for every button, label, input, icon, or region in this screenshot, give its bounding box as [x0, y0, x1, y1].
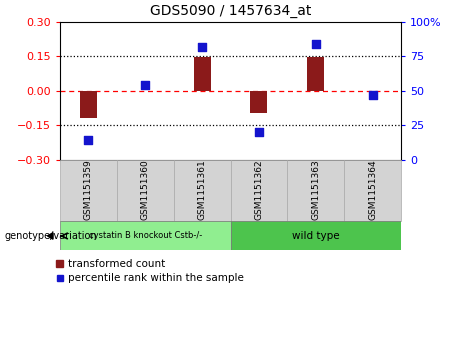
Bar	[60, 160, 117, 221]
Legend: transformed count, percentile rank within the sample: transformed count, percentile rank withi…	[56, 259, 244, 284]
Bar	[117, 160, 174, 221]
Bar	[230, 221, 401, 250]
Bar	[344, 160, 401, 221]
Text: GSM1151364: GSM1151364	[368, 159, 377, 220]
Bar	[250, 91, 267, 113]
Text: cystatin B knockout Cstb-/-: cystatin B knockout Cstb-/-	[89, 232, 202, 240]
Point	[255, 129, 263, 135]
Point	[198, 44, 206, 49]
Bar	[174, 160, 230, 221]
Text: GSM1151363: GSM1151363	[311, 159, 320, 220]
Point	[312, 41, 319, 47]
Point	[142, 82, 149, 88]
Bar	[80, 91, 97, 118]
Text: wild type: wild type	[292, 231, 340, 241]
Text: genotype/variation: genotype/variation	[5, 231, 97, 241]
Bar	[194, 57, 211, 91]
Text: GSM1151360: GSM1151360	[141, 159, 150, 220]
Title: GDS5090 / 1457634_at: GDS5090 / 1457634_at	[150, 4, 311, 18]
Text: GSM1151362: GSM1151362	[254, 159, 263, 220]
Bar	[60, 221, 230, 250]
Bar	[307, 57, 324, 91]
Bar	[287, 160, 344, 221]
Text: GSM1151361: GSM1151361	[198, 159, 207, 220]
Point	[85, 138, 92, 143]
Bar	[230, 160, 287, 221]
Text: GSM1151359: GSM1151359	[84, 159, 93, 220]
Point	[369, 92, 376, 98]
